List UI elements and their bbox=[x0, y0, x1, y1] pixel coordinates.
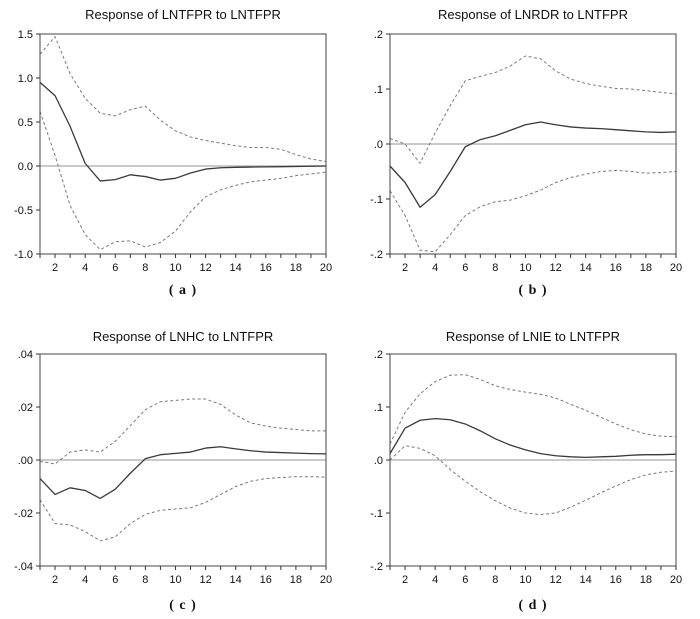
x-axis-tick-label: 14 bbox=[580, 262, 592, 274]
y-axis-tick-label: -.1 bbox=[370, 194, 383, 206]
chart-canvas-c: 2 4 6 8 10 12 14 16 18 20 .04 .02 .00 -.02 -.04 bbox=[14, 349, 332, 586]
chart-caption-a: ( a ) bbox=[168, 283, 198, 298]
x-axis-tick-label: 12 bbox=[199, 262, 211, 274]
x-axis-tick-label: 14 bbox=[230, 262, 242, 274]
x-axis-tick-label: 6 bbox=[462, 262, 468, 274]
x-axis-tick-label: 10 bbox=[169, 262, 181, 274]
x-axis-tick-label: 4 bbox=[432, 574, 438, 586]
y-axis-tick-label: 1.0 bbox=[18, 73, 33, 85]
upper-band-line bbox=[39, 36, 327, 163]
chart-title-d: Response of LNIE to LNTFPR bbox=[445, 329, 621, 344]
irf-panel-a: Response of LNTFPR to LNTFPR 2 4 6 8 10 12 14 1… bbox=[0, 0, 350, 310]
response-line bbox=[39, 81, 327, 182]
irf-panel-c: Response of LNHC to LNTFPR 2 4 6 8 10 12 14 16 1… bbox=[0, 310, 350, 619]
figure-row-top: Response of LNTFPR to LNTFPR 2 4 6 8 10 12 14 1… bbox=[0, 0, 700, 310]
y-axis-tick-label: -0.5 bbox=[14, 205, 33, 217]
x-axis-tick-label: 6 bbox=[112, 262, 118, 274]
y-axis-tick-label: -.2 bbox=[370, 249, 383, 261]
y-axis-tick-label: .2 bbox=[374, 29, 383, 41]
plot-frame bbox=[39, 33, 327, 255]
x-axis-tick-label: 6 bbox=[112, 574, 118, 586]
y-axis-tick-label: 0.5 bbox=[18, 117, 33, 129]
chart-canvas-d: 2 4 6 8 10 12 14 16 18 20 .2 .1 .0 -.1 -.2 bbox=[370, 349, 682, 586]
irf-panel-d: Response of LNIE to LNTFPR 2 4 6 8 10 12 14 16 1… bbox=[350, 310, 700, 619]
x-axis-tick-label: 14 bbox=[580, 574, 592, 586]
chart-caption-c: ( c ) bbox=[169, 598, 197, 613]
y-axis-tick-label: .00 bbox=[18, 455, 33, 467]
x-axis-tick-label: 8 bbox=[142, 574, 148, 586]
y-axis-tick-label: 1.5 bbox=[18, 29, 33, 41]
x-axis-tick-label: 20 bbox=[670, 262, 682, 274]
y-axis-tick-label: -1.0 bbox=[14, 249, 33, 261]
x-axis-tick-label: 10 bbox=[519, 574, 531, 586]
y-axis-tick-label: .04 bbox=[18, 349, 33, 361]
y-axis-tick-label: .2 bbox=[374, 349, 383, 361]
x-axis-tick-label: 8 bbox=[492, 574, 498, 586]
x-axis-tick-label: 18 bbox=[640, 574, 652, 586]
upper-band-line bbox=[39, 398, 326, 465]
y-axis-tick-label: .1 bbox=[374, 402, 383, 414]
x-axis-tick-label: 16 bbox=[610, 574, 622, 586]
y-axis-tick-label: -.1 bbox=[370, 508, 383, 520]
x-axis-tick-label: 16 bbox=[260, 262, 272, 274]
chart-canvas-b: 2 4 6 8 10 12 14 16 18 20 .2 .1 .0 -.1 -.2 bbox=[370, 29, 682, 274]
x-axis-tick-label: 8 bbox=[142, 262, 148, 274]
y-axis-tick-label: .0 bbox=[374, 455, 383, 467]
y-axis-tick-label: 0.0 bbox=[18, 161, 33, 173]
upper-band-line bbox=[389, 374, 677, 445]
x-axis-tick-label: 16 bbox=[260, 574, 272, 586]
x-axis-tick-label: 12 bbox=[549, 574, 561, 586]
x-axis-tick-label: 6 bbox=[462, 574, 468, 586]
x-axis-tick-label: 4 bbox=[432, 262, 438, 274]
x-axis-tick-label: 18 bbox=[290, 574, 302, 586]
y-axis-tick-label: -.2 bbox=[370, 561, 383, 573]
lower-band-line bbox=[39, 476, 327, 542]
y-axis-tick-label: .1 bbox=[374, 84, 383, 96]
x-axis-tick-label: 2 bbox=[402, 574, 408, 586]
upper-band-line bbox=[389, 55, 677, 164]
chart-caption-d: ( d ) bbox=[518, 598, 548, 613]
y-axis-tick-label: .02 bbox=[18, 402, 33, 414]
x-axis-tick-label: 20 bbox=[320, 262, 332, 274]
y-axis-tick-label: -.04 bbox=[14, 561, 33, 573]
x-axis-tick-label: 2 bbox=[52, 262, 58, 274]
chart-title-b: Response of LNRDR to LNTFPR bbox=[437, 7, 628, 22]
chart-caption-b: ( b ) bbox=[518, 283, 548, 298]
x-axis-tick-label: 10 bbox=[169, 574, 181, 586]
x-axis-tick-label: 12 bbox=[549, 262, 561, 274]
lower-band-line bbox=[389, 169, 677, 253]
x-axis-tick-label: 14 bbox=[230, 574, 242, 586]
response-line bbox=[39, 446, 327, 500]
x-axis-tick-label: 4 bbox=[82, 574, 88, 586]
lower-band-line bbox=[389, 445, 677, 516]
response-line bbox=[389, 418, 677, 459]
x-axis-tick-label: 20 bbox=[670, 574, 682, 586]
irf-panel-b: Response of LNRDR to LNTFPR 2 4 6 8 10 12 14 16… bbox=[350, 0, 700, 310]
x-axis-tick-label: 16 bbox=[610, 262, 622, 274]
chart-title-c: Response of LNHC to LNTFPR bbox=[92, 329, 274, 344]
figure-row-bottom: Response of LNHC to LNTFPR 2 4 6 8 10 12 14 16 1… bbox=[0, 310, 700, 619]
response-line bbox=[389, 121, 677, 208]
x-axis-tick-label: 4 bbox=[82, 262, 88, 274]
y-axis-tick-label: -.02 bbox=[14, 508, 33, 520]
x-axis-tick-label: 18 bbox=[290, 262, 302, 274]
x-axis-tick-label: 20 bbox=[320, 574, 332, 586]
x-axis-tick-label: 8 bbox=[492, 262, 498, 274]
lower-band-line bbox=[39, 111, 327, 251]
chart-canvas-a: 2 4 6 8 10 12 14 16 18 20 1.5 1.0 0.5 0.0 -0.5 -1.0 bbox=[14, 29, 332, 274]
x-axis-tick-label: 2 bbox=[402, 262, 408, 274]
x-axis-tick-label: 12 bbox=[199, 574, 211, 586]
chart-title-a: Response of LNTFPR to LNTFPR bbox=[85, 7, 281, 22]
x-axis-tick-label: 18 bbox=[640, 262, 652, 274]
x-axis-tick-label: 10 bbox=[519, 262, 531, 274]
x-axis-tick-label: 2 bbox=[52, 574, 58, 586]
y-axis-tick-label: .0 bbox=[374, 139, 383, 151]
